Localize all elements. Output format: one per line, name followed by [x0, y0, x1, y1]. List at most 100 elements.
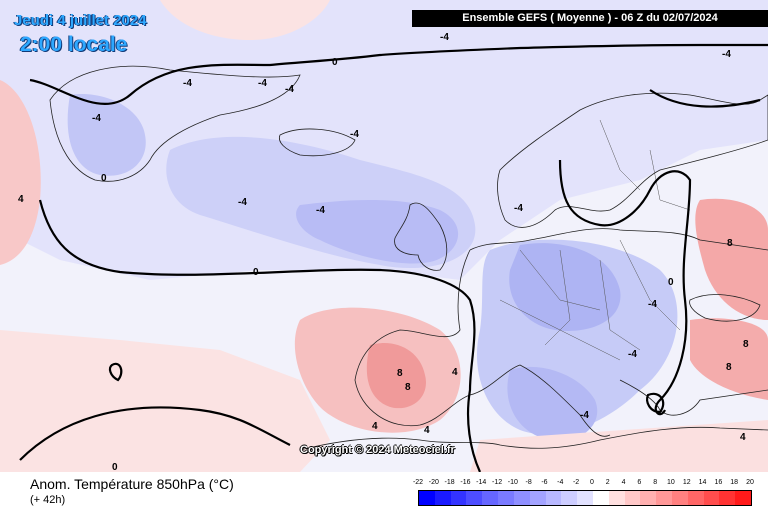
color-scale-swatch [703, 491, 720, 505]
cool-anomaly-greenland [67, 94, 146, 176]
iceland-coast [278, 128, 356, 157]
contour-label: 0 [668, 277, 674, 288]
contour-labels: -4 -4 -4 -4 -4 -4 -4 -4 -4 -4 -4 -4 -4 0… [18, 32, 749, 472]
color-scale-swatch [592, 491, 609, 505]
warm-anomaly-east [695, 198, 768, 320]
contour-label: 8 [405, 382, 411, 393]
contour-label: 8 [727, 238, 733, 249]
color-scale-tick-label: -12 [491, 479, 503, 486]
contour-label: 8 [726, 362, 732, 373]
color-scale-tick-label: -6 [541, 479, 548, 486]
color-scale-swatch [624, 491, 641, 505]
color-scale-tick-label: 16 [714, 479, 723, 486]
color-scale-tick-label: 12 [682, 479, 691, 486]
contour-label: -4 [258, 78, 267, 89]
color-scale-swatch [656, 491, 672, 505]
contour-label: -4 [285, 84, 294, 95]
contour-label: 4 [18, 194, 24, 205]
color-scale-bar [418, 490, 752, 506]
cool-anomaly-uk [296, 200, 459, 264]
contour-label: 0 [112, 462, 118, 472]
temperature-anomaly-map: -4 -4 -4 -4 -4 -4 -4 -4 -4 -4 -4 -4 -4 0… [0, 0, 768, 472]
color-scale-tick-label: -14 [476, 479, 487, 486]
contour-label: -4 [628, 349, 637, 360]
color-scale-tick-label: -4 [557, 479, 564, 486]
color-scale-swatch [529, 491, 546, 505]
copyright-notice: Copyright © 2024 Meteociel.fr [300, 444, 455, 456]
color-scale-swatch [482, 491, 499, 505]
color-scale-tick-label: 8 [653, 479, 658, 486]
color-scale-tick-label: 2 [605, 479, 610, 486]
forecast-time: 2:00 locale [20, 33, 128, 56]
scandinavia-coast [497, 92, 768, 228]
color-scale-swatch [545, 491, 562, 505]
color-scale-swatch [719, 491, 736, 505]
contour-label: -4 [514, 203, 523, 214]
color-scale-swatch [687, 491, 704, 505]
contour-label: 4 [372, 421, 378, 432]
forecast-date: Jeudi 4 juillet 2024 [14, 12, 147, 29]
warm-anomaly-west [0, 80, 41, 265]
color-scale-swatch [466, 491, 483, 505]
black-sea-coast [689, 294, 761, 322]
warm-anomaly-africa [0, 330, 330, 472]
color-scale-swatch [513, 491, 530, 505]
color-scale-tick-label: -20 [428, 479, 439, 486]
warm-anomaly-turkey [690, 318, 768, 400]
color-scale-tick-label: -2 [572, 479, 580, 486]
lead-time-label: (+ 42h) [30, 494, 66, 506]
color-scale-tick-label: 6 [637, 479, 642, 486]
color-scale-ticks: -22 -20 -18 -16 -14 -12 -10 -8 -6 -4 -2 0 2 4 6 8 10 12 14… [412, 479, 754, 489]
color-scale-tick-label: 0 [589, 479, 594, 486]
border-lines [499, 119, 691, 361]
color-scale-swatch [672, 491, 688, 505]
color-scale-tick-label: 20 [746, 479, 754, 486]
color-scale-tick-label: -8 [525, 479, 532, 486]
contour-label: 0 [332, 57, 338, 68]
color-scale-tick-label: 4 [621, 479, 626, 486]
warm-anomaly-iberia-core [366, 343, 426, 409]
contour-label: 0 [101, 173, 107, 184]
zero-contour-central [38, 199, 482, 472]
color-scale-swatch [498, 491, 514, 505]
zero-contour-east [649, 89, 761, 108]
contour-label: -4 [440, 32, 449, 43]
warm-anomaly-north [160, 0, 330, 40]
uk-coast [394, 202, 448, 271]
contour-label: 8 [397, 368, 403, 379]
zero-contour-scandinavia [558, 159, 692, 416]
color-scale-swatch [608, 491, 625, 505]
coastlines [49, 65, 768, 451]
parameter-label: Anom. Température 850hPa (°C) [30, 476, 234, 492]
contour-label: -4 [316, 205, 325, 216]
color-scale-tick-label: -10 [507, 479, 518, 486]
color-scale-swatch [450, 491, 467, 505]
color-scale-swatch [434, 491, 451, 505]
color-scale-tick-label: 14 [698, 479, 707, 486]
warm-anomaly-north-africa-east [470, 420, 768, 472]
color-scale-tick-label: -22 [412, 479, 424, 486]
color-scale-tick-label: -18 [444, 479, 455, 486]
contour-label: 4 [452, 367, 458, 378]
color-scale-swatch [419, 491, 435, 505]
zero-contour-atlantic [29, 43, 768, 106]
contour-label: 8 [743, 339, 749, 350]
model-run-info: Ensemble GEFS ( Moyenne ) - 06 Z du 02/0… [412, 10, 768, 27]
color-scale-swatch [561, 491, 578, 505]
zero-contour-pocket-2 [646, 392, 665, 414]
contour-label: -4 [183, 78, 192, 89]
zero-contours [19, 43, 768, 472]
color-scale-swatch [735, 491, 752, 505]
color-scale-tick-label: 18 [730, 479, 739, 486]
contour-label: -4 [648, 299, 657, 310]
cool-anomaly-germany [509, 243, 621, 331]
color-scale-swatch [577, 491, 593, 505]
contour-label: 4 [424, 425, 430, 436]
contour-label: -4 [580, 410, 589, 421]
contour-label: -4 [722, 49, 731, 60]
zero-contour-south [19, 406, 291, 461]
contour-label: -4 [238, 197, 247, 208]
contour-label: 0 [253, 267, 259, 278]
zero-contour-pocket [108, 362, 123, 382]
color-scale-tick-label: 10 [667, 479, 675, 486]
